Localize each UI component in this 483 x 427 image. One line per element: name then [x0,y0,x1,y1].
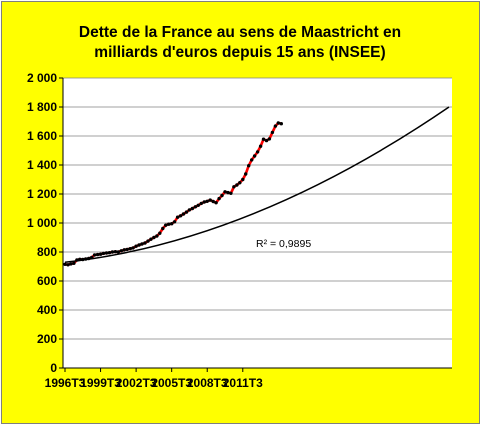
data-point [184,210,189,214]
data-point [107,251,112,255]
y-tick-label: 2 000 [27,71,57,85]
data-point [63,262,67,266]
data-point [104,251,109,255]
data-point [170,222,174,226]
data-point [66,263,70,267]
y-tick-label: 1 000 [27,216,57,230]
data-point [235,183,239,187]
x-tick-label: 2002T3 [116,376,157,390]
y-tick-label: 1 800 [27,100,57,114]
data-point [241,177,245,182]
gridlines [59,77,452,369]
data-point [149,237,153,241]
data-point [223,190,227,194]
data-point [98,252,103,256]
data-point [143,241,147,245]
axes [62,78,452,369]
x-tick-label: 2008T3 [187,376,228,390]
data-point [208,198,212,202]
data-point [146,239,150,243]
data-point [125,247,129,252]
data-point [211,199,215,204]
data-point [113,250,118,254]
data-point [92,253,97,257]
data-point [128,247,132,251]
data-point [122,248,127,252]
y-tick-label: 1 600 [27,129,57,143]
data-point [261,137,266,141]
data-point [178,214,183,218]
data-point [167,222,171,226]
data-point [196,203,200,207]
data-point [164,223,168,227]
y-tick-label: 600 [37,274,57,288]
y-tick-label: 1 200 [27,187,57,201]
data-point [69,262,73,266]
data-point [101,251,106,256]
data-point [258,144,263,148]
data-point [181,212,186,216]
data-point [193,205,198,209]
data-point [238,181,242,185]
data-point [247,164,251,168]
chart-title-line-2: milliards d'euros depuis 15 ans (INSEE) [94,44,385,61]
y-tick-label: 200 [37,332,57,346]
data-point [255,150,260,154]
y-tick-label: 400 [37,303,57,317]
x-tick-label: 2005T3 [151,376,192,390]
data-point [229,191,233,195]
data-point [95,252,100,257]
data-point [232,185,236,189]
data-point [172,220,177,224]
data-point [158,231,162,235]
data-point [226,190,230,195]
trendline [64,106,450,264]
data-point [116,250,121,254]
r-squared-label: R² = 0,9895 [256,238,311,250]
data-point [202,200,206,204]
data-point [119,249,124,253]
data-point [72,261,76,265]
y-axis-tick-labels: 0 200 400 600 800 1 000 1 200 1 400 1 600 1 800 2 … [27,71,57,375]
data-point [276,121,280,125]
data-point [110,250,115,254]
data-point [270,130,275,135]
data-point [273,124,278,128]
y-tick-label: 0 [50,361,57,375]
data-point [187,208,192,212]
data-point [279,122,283,126]
data-point [134,244,138,248]
data-point [131,246,135,250]
data-point [267,137,272,141]
x-tick-label: 2011T3 [223,376,263,390]
data-point [214,201,218,205]
x-tick-label: 1996T3 [45,376,86,390]
chart: Dette de la France au sens de Maastricht… [2,2,479,423]
data-point [137,243,141,247]
data-point [220,193,224,198]
data-point [140,242,144,246]
data-point [250,158,254,162]
data-point [155,234,159,238]
data-point [244,172,248,176]
data-point [252,154,257,158]
chart-title-line-1: Dette de la France au sens de Maastricht… [79,24,401,41]
data-point [264,138,269,143]
x-tick-label: 1999T3 [80,376,121,390]
data-point [161,226,165,231]
data-point [199,201,203,206]
data-point [190,206,195,211]
data-point [175,215,180,219]
data-point [152,235,156,240]
data-point [217,196,221,201]
y-tick-label: 1 400 [27,158,57,172]
y-tick-label: 800 [37,245,57,259]
data-point [205,199,209,203]
